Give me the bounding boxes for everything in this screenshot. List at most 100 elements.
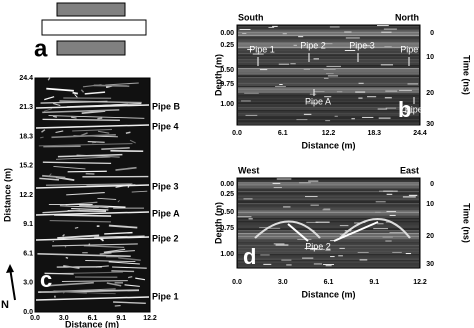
texture [238,41,419,43]
texture [376,25,389,27]
depth-tick-label: 0.25 [220,191,234,198]
texture [42,174,66,179]
pipe-trace [35,124,150,129]
x-tick-label: 12.2 [413,279,427,286]
texture [373,228,389,230]
panel-label: a [34,35,48,62]
x-tick-label: 6.1 [88,315,98,322]
texture [358,82,364,84]
texture [238,29,419,31]
texture [290,63,296,65]
x-tick-label: 3.0 [59,315,69,322]
texture [355,91,366,93]
x-tick-label: 0.0 [232,130,242,137]
texture [378,117,391,119]
texture [299,182,311,184]
texture [308,180,319,182]
texture [338,255,343,257]
depth-tick-label: 0.25 [220,42,234,49]
texture [42,209,80,214]
texture [326,73,334,75]
texture [40,136,44,139]
texture [238,234,419,236]
texture [399,33,404,35]
texture [238,122,419,124]
texture [323,68,336,70]
texture [238,57,419,59]
texture [238,204,419,206]
texture [61,280,128,282]
texture [304,248,318,250]
texture [324,96,332,98]
x-axis-label: Distance (m) [65,319,119,328]
pipe-label: Pipe 2 [300,40,326,50]
texture [276,178,292,180]
texture [39,177,60,181]
texture [55,156,111,160]
texture [339,233,344,235]
pipe-trace [35,104,150,109]
texture [238,66,419,68]
texture [238,48,419,50]
sketch-bar [56,40,126,56]
texture [238,203,419,205]
texture [42,109,120,114]
depth-tick-label: 0.75 [220,225,234,232]
texture [238,239,419,241]
pipe-label: Pipe 4 [400,44,426,54]
texture [238,36,419,38]
texture [238,245,419,247]
depth-tick-label: 1.00 [220,251,234,258]
texture [344,31,352,33]
texture [385,221,390,223]
texture [329,26,340,28]
texture [407,83,419,85]
texture [131,190,148,193]
time-tick-label: 20 [426,233,434,240]
texture [238,44,419,46]
texture [45,183,133,186]
texture [238,74,419,76]
texture [359,259,368,261]
texture [375,201,386,203]
texture [384,97,392,99]
texture [238,113,419,115]
texture [238,201,419,203]
texture [238,26,419,28]
texture [53,165,86,170]
texture [302,257,314,259]
texture [297,238,312,240]
texture [238,117,419,119]
texture [383,190,398,192]
pipe-arrow [287,223,309,242]
texture [238,42,419,44]
texture [238,197,419,199]
x-tick-label: 6.1 [324,279,334,286]
sketch-bar [56,2,126,17]
pipe-label: Pipe A [152,208,180,218]
texture [124,284,140,287]
texture [48,115,145,119]
texture [237,216,252,218]
texture [108,224,138,229]
texture [238,104,419,106]
texture [59,205,99,208]
texture [375,211,381,213]
texture [404,111,415,113]
pipe-trace [35,236,150,241]
texture [38,143,133,147]
texture [101,146,130,151]
texture [238,50,419,52]
texture [238,68,419,70]
end-label: West [238,165,259,175]
pipe-label: Pipe 2 [305,241,331,251]
texture [304,196,318,198]
texture [238,206,419,208]
pipe-label: Pipe 1 [152,291,179,301]
texture [43,108,53,112]
texture [363,45,371,47]
texture [238,119,419,121]
texture [239,28,251,30]
y-axis-label: Depth (m) [213,202,223,244]
